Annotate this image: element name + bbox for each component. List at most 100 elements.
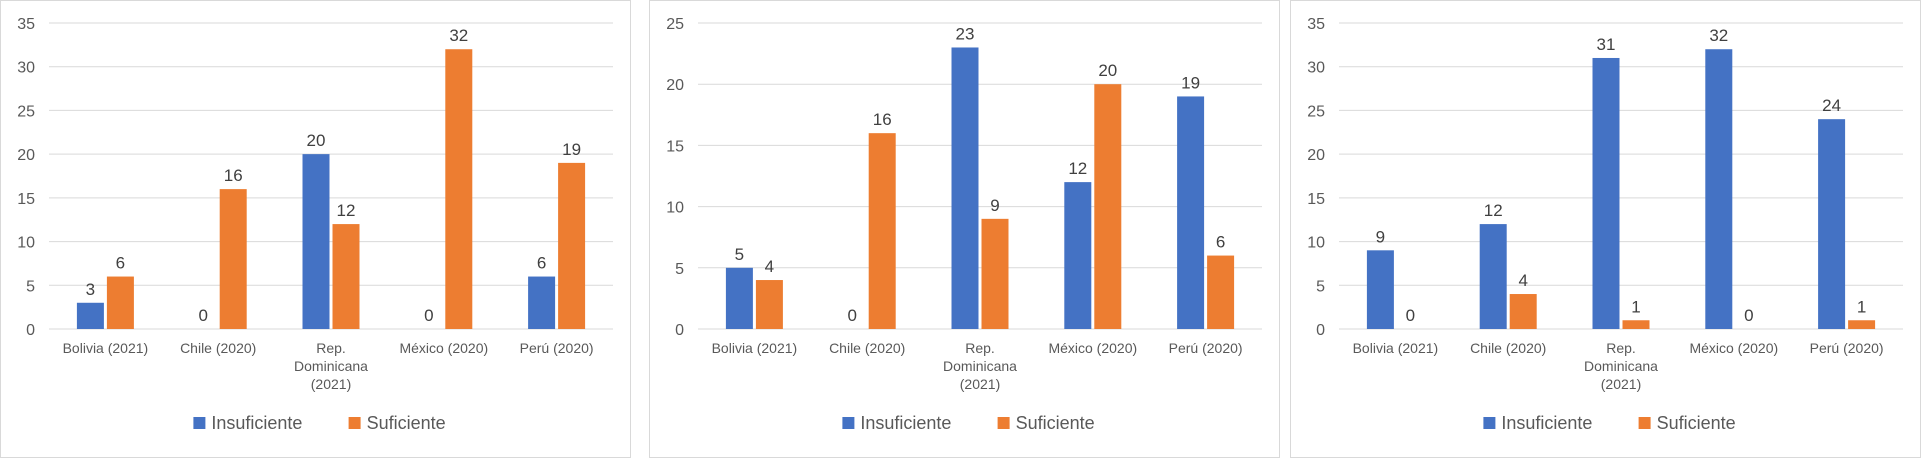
bar-suficiente [106, 276, 134, 329]
x-tick-label: México (2020) [1689, 340, 1778, 356]
x-tick-label: Chile (2020) [829, 340, 905, 356]
data-label: 6 [1216, 233, 1225, 252]
chart-panel-1: 0 5 10 15 20 25 30 35 3 6 Bolivia (2021) 0 16 Chile (… [0, 0, 631, 458]
x-tick-label-line: Dominicana [294, 358, 368, 374]
x-tick-label-line: (2021) [960, 376, 1000, 392]
bar-suficiente [1848, 320, 1876, 329]
x-tick-label: Chile (2020) [180, 340, 256, 356]
data-label: 19 [1181, 73, 1200, 92]
data-label: 19 [562, 140, 581, 159]
x-tick-label-line: Bolivia (2021) [63, 340, 149, 356]
y-tick-label: 20 [1307, 147, 1325, 164]
y-tick-label: 10 [17, 235, 35, 252]
y-tick-label: 0 [1316, 322, 1325, 339]
x-tick-label: México (2020) [1048, 340, 1137, 356]
bar-suficiente [868, 133, 896, 329]
legend-swatch [1638, 417, 1651, 429]
data-label: 20 [307, 131, 326, 150]
bar-insuficiente [1818, 119, 1846, 330]
y-tick-label: 5 [675, 261, 684, 278]
bar-insuficiente [1177, 96, 1205, 329]
x-tick-label-line: Rep. [965, 340, 995, 356]
y-tick-label: 10 [666, 200, 684, 217]
x-tick-label-line: (2021) [311, 376, 351, 392]
y-tick-label: 15 [666, 138, 684, 155]
legend-swatch [348, 417, 361, 429]
data-label: 31 [1597, 35, 1616, 54]
data-label: 0 [198, 306, 207, 325]
bar-insuficiente [951, 47, 979, 329]
x-tick-label-line: (2021) [1601, 376, 1641, 392]
bar-insuficiente [302, 154, 330, 329]
x-tick-label: Rep. Dominicana (2021) [1584, 340, 1658, 392]
bar-suficiente [558, 162, 586, 329]
y-tick-label: 25 [1307, 103, 1325, 120]
x-tick-label-line: México (2020) [1689, 340, 1778, 356]
y-tick-label: 35 [17, 16, 35, 33]
data-label: 0 [424, 306, 433, 325]
y-tick-label: 35 [1307, 16, 1325, 33]
bar-insuficiente [725, 267, 753, 329]
data-label: 1 [1631, 297, 1640, 316]
x-tick-label: Bolivia (2021) [63, 340, 149, 356]
legend-label: Insuficiente [860, 413, 951, 433]
data-label: 32 [1709, 26, 1728, 45]
data-label: 5 [735, 245, 744, 264]
legend-label: Suficiente [367, 413, 446, 433]
x-tick-label: Perú (2020) [520, 340, 594, 356]
y-tick-label: 5 [26, 278, 35, 295]
x-tick-label-line: Dominicana [1584, 358, 1658, 374]
x-tick-label: Bolivia (2021) [712, 340, 798, 356]
data-label: 24 [1822, 96, 1841, 115]
x-tick-label-line: México (2020) [399, 340, 488, 356]
bar-suficiente [332, 224, 360, 329]
x-tick-label-line: Bolivia (2021) [1353, 340, 1439, 356]
x-tick-label-line: Perú (2020) [1169, 340, 1243, 356]
data-label: 6 [116, 254, 125, 273]
x-tick-label: Chile (2020) [1470, 340, 1546, 356]
x-tick-label-line: Rep. [316, 340, 346, 356]
y-tick-label: 20 [17, 147, 35, 164]
chart-panel-3: 0 5 10 15 20 25 30 35 9 0 Bolivia (2021) 12 4 Chile (… [1290, 0, 1921, 458]
data-label: 4 [765, 257, 774, 276]
data-label: 4 [1518, 271, 1527, 290]
y-tick-label: 25 [666, 16, 684, 33]
y-tick-label: 15 [1307, 191, 1325, 208]
legend-swatch [1483, 417, 1496, 429]
data-label: 12 [337, 201, 356, 220]
chart-panel-2: 0 5 10 15 20 25 5 4 Bolivia (2021) 0 16 Chile (2020… [649, 0, 1280, 458]
x-tick-label: Rep. Dominicana (2021) [294, 340, 368, 392]
x-tick-label: Perú (2020) [1169, 340, 1243, 356]
bar-insuficiente [1366, 250, 1394, 329]
legend-label: Insuficiente [1501, 413, 1592, 433]
x-tick-label: Rep. Dominicana (2021) [943, 340, 1017, 392]
data-label: 32 [449, 26, 468, 45]
x-tick-label-line: Bolivia (2021) [712, 340, 798, 356]
legend-swatch [842, 417, 855, 429]
x-tick-label-line: Chile (2020) [180, 340, 256, 356]
y-tick-label: 5 [1316, 278, 1325, 295]
data-label: 23 [956, 24, 975, 43]
bar-suficiente [1509, 294, 1537, 329]
x-tick-label: Bolivia (2021) [1353, 340, 1439, 356]
y-tick-label: 15 [17, 191, 35, 208]
x-tick-label: México (2020) [399, 340, 488, 356]
bar-suficiente [445, 49, 473, 329]
bar-suficiente [755, 280, 783, 329]
bar-suficiente [1094, 84, 1122, 329]
legend-label: Suficiente [1657, 413, 1736, 433]
legend-swatch [997, 417, 1010, 429]
legend-label: Insuficiente [211, 413, 302, 433]
x-tick-label: Perú (2020) [1810, 340, 1884, 356]
y-tick-label: 20 [666, 77, 684, 94]
bar-insuficiente [1064, 182, 1092, 329]
bar-insuficiente [528, 276, 556, 329]
y-tick-label: 10 [1307, 235, 1325, 252]
legend-swatch [193, 417, 206, 429]
bar-suficiente [981, 218, 1009, 329]
y-tick-label: 30 [17, 60, 35, 77]
data-label: 3 [86, 280, 95, 299]
x-tick-label-line: Chile (2020) [829, 340, 905, 356]
data-label: 6 [537, 254, 546, 273]
